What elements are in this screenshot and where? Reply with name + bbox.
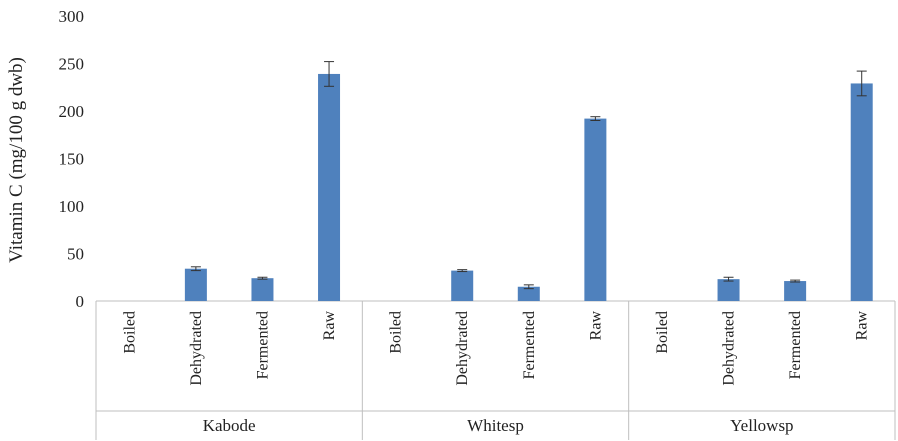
y-tick-label: 300: [59, 7, 85, 26]
y-axis-ticks: 0 50 100 150 200 250 300: [59, 7, 85, 311]
group-label: Kabode: [203, 416, 256, 435]
category-label: Dehydrated: [721, 311, 738, 386]
bar: [850, 83, 873, 301]
bar: [584, 118, 607, 301]
error-bar: [257, 276, 268, 280]
y-tick-label: 250: [59, 55, 85, 74]
y-tick-label: 100: [59, 197, 85, 216]
group-label: Whitesp: [467, 416, 524, 435]
bars: [184, 73, 873, 301]
bar: [184, 268, 207, 301]
error-bar: [856, 70, 867, 97]
category-label: Boiled: [654, 311, 671, 354]
group-label: Yellowsp: [730, 416, 793, 435]
y-axis-title: Vitamin C (mg/100 g dwb): [6, 57, 27, 263]
bar: [717, 279, 740, 301]
category-label: Fermented: [787, 311, 804, 379]
y-tick-label: 150: [59, 150, 85, 169]
category-label: Fermented: [254, 311, 271, 379]
error-bar: [523, 284, 534, 290]
category-label: Raw: [321, 311, 338, 341]
category-label: Dehydrated: [454, 311, 471, 386]
category-labels: Boiled Dehydrated Fermented Raw Boiled Dehydr…: [121, 311, 870, 386]
error-bar: [324, 61, 335, 87]
y-tick-label: 50: [67, 245, 84, 264]
category-label: Boiled: [121, 311, 138, 354]
axis-frame: [95, 300, 896, 440]
bar: [251, 278, 274, 301]
y-tick-label: 0: [76, 292, 85, 311]
error-bars: [190, 61, 867, 290]
bar: [318, 73, 341, 301]
bar: [517, 286, 540, 301]
category-label: Raw: [854, 311, 871, 341]
category-label: Boiled: [388, 311, 405, 354]
bar: [451, 270, 474, 301]
group-labels: Kabode Whitesp Yellowsp: [203, 416, 794, 435]
bar: [784, 281, 807, 301]
error-bar: [590, 116, 601, 121]
error-bar: [457, 269, 468, 273]
error-bar: [190, 266, 201, 272]
category-label: Raw: [587, 311, 604, 341]
error-bar: [790, 279, 801, 283]
category-label: Fermented: [521, 311, 538, 379]
y-tick-label: 200: [59, 102, 85, 121]
error-bar: [723, 276, 734, 282]
category-label: Dehydrated: [188, 311, 205, 386]
